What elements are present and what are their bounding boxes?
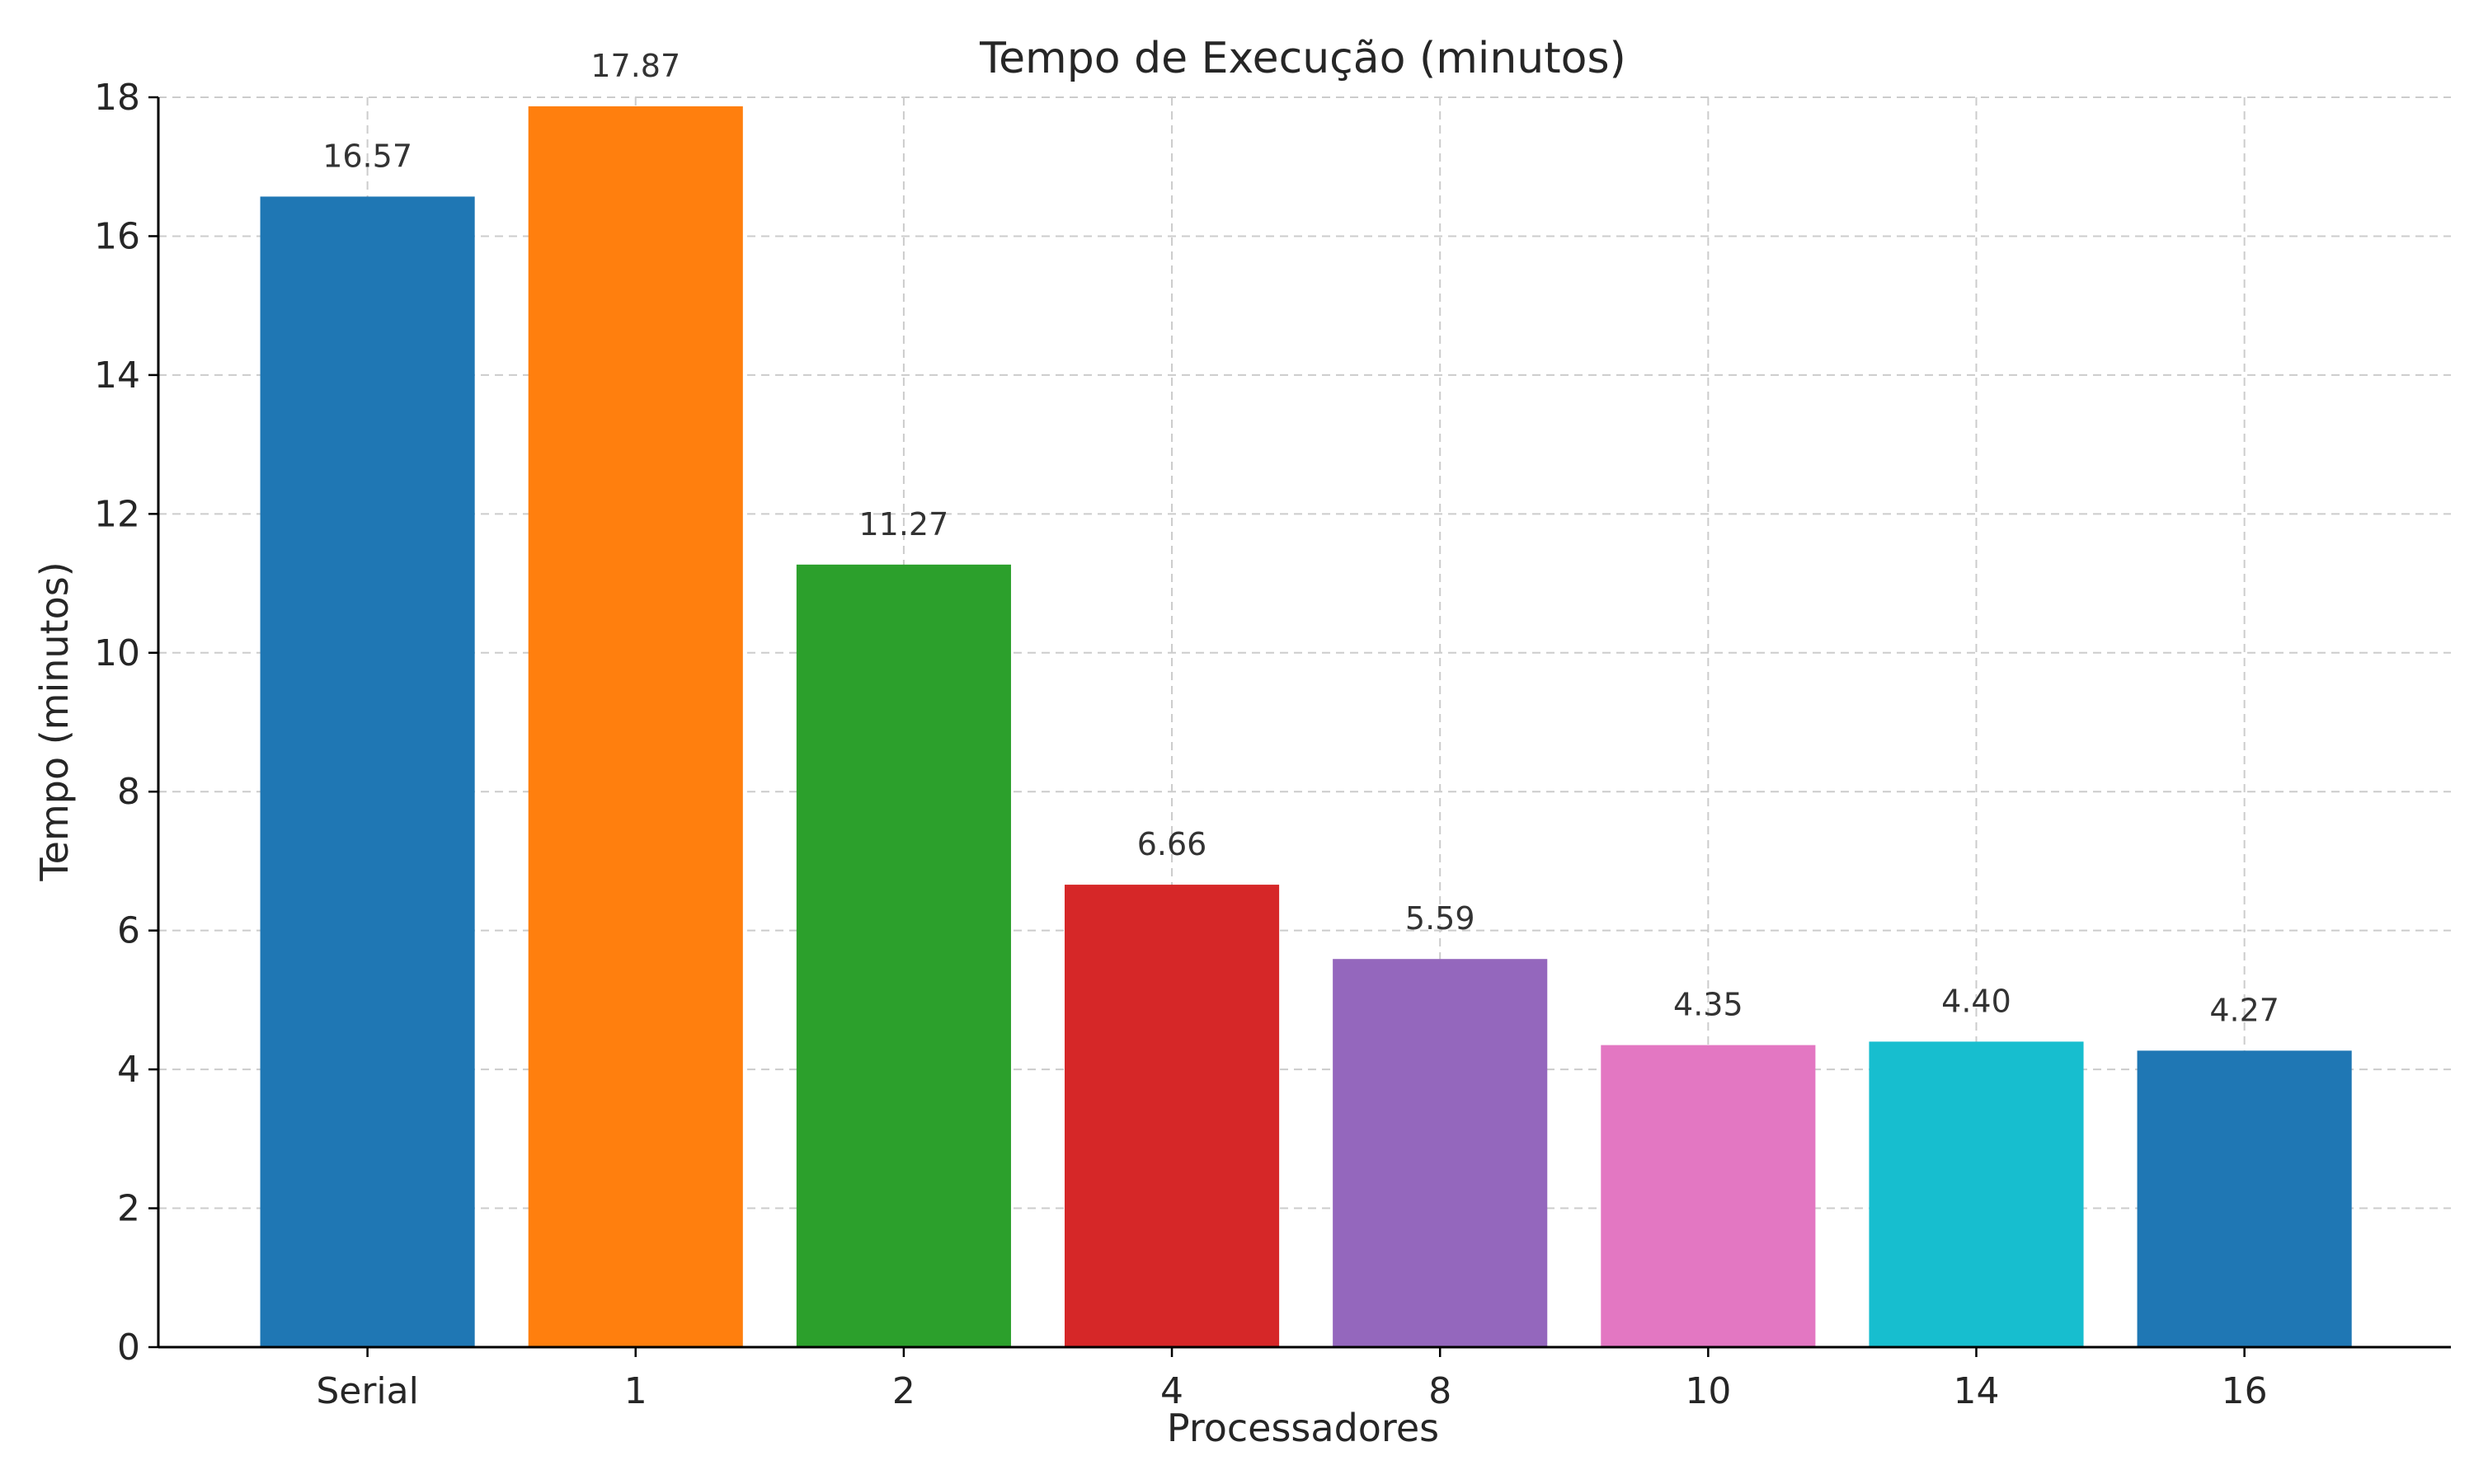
chart-title: Tempo de Execução (minutos) — [979, 34, 1626, 83]
bar-value-label: 4.40 — [1941, 983, 2011, 1019]
y-tick-label: 16 — [94, 215, 140, 257]
y-tick-label: 8 — [117, 771, 140, 813]
y-tick-label: 18 — [94, 77, 140, 119]
bar-8 — [1333, 959, 1548, 1347]
x-tick-label: Serial — [316, 1370, 419, 1412]
label-layer: 0 2 4 6 8 10 12 14 16 18 Serial 16.57 1 17.87 2 11.27 4 6… — [94, 48, 2279, 1412]
x-tick-label: 16 — [2222, 1370, 2268, 1412]
bar-value-label: 6.66 — [1137, 826, 1207, 862]
bar-value-label: 11.27 — [859, 506, 949, 542]
y-axis-label: Tempo (minutos) — [32, 561, 77, 881]
y-tick-label: 12 — [94, 493, 140, 535]
bar-1 — [528, 106, 743, 1348]
bar-2 — [796, 564, 1011, 1347]
bar-16 — [2137, 1050, 2352, 1347]
y-tick-label: 2 — [117, 1188, 140, 1230]
x-tick-label: 2 — [892, 1370, 915, 1412]
bar-value-label: 5.59 — [1405, 900, 1475, 937]
x-tick-label: 8 — [1428, 1370, 1451, 1412]
grid-layer — [158, 96, 2451, 1348]
bar-4 — [1064, 885, 1280, 1347]
bar-value-label: 4.27 — [2209, 992, 2279, 1028]
bar-value-label: 16.57 — [322, 138, 412, 174]
y-tick-label: 14 — [94, 355, 140, 397]
bar-value-label: 4.35 — [1673, 987, 1743, 1023]
y-tick-label: 4 — [117, 1049, 140, 1091]
axes-layer — [148, 96, 2451, 1357]
x-tick-label: 1 — [624, 1370, 647, 1412]
x-tick-label: 10 — [1685, 1370, 1731, 1412]
bar-value-label: 17.87 — [590, 48, 680, 84]
bar-serial — [260, 196, 475, 1348]
bar-layer — [260, 106, 2352, 1348]
y-tick-label: 10 — [94, 632, 140, 674]
y-tick-label: 6 — [117, 910, 140, 952]
bar-14 — [1869, 1041, 2084, 1347]
bar-10 — [1601, 1045, 1816, 1347]
x-tick-label: 4 — [1160, 1370, 1183, 1412]
y-tick-label: 0 — [117, 1327, 140, 1369]
x-tick-label: 14 — [1953, 1370, 1999, 1412]
x-axis-label: Processadores — [1167, 1406, 1439, 1450]
